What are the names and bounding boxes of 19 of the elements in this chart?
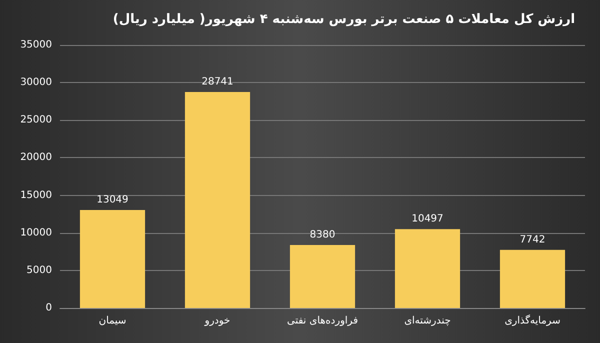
- x-tick-label: چندرشته‌ای: [404, 316, 451, 326]
- x-tick-label: سیمان: [98, 316, 126, 326]
- data-label: 7742: [520, 234, 546, 246]
- chart-title: ارزش کل معاملات ۵ صنعت برتر بورس سه‌شنبه ۴ شهریور( میلیارد ریال): [112, 12, 576, 27]
- y-tick-label: 25000: [20, 114, 52, 126]
- data-label: 10497: [412, 214, 444, 225]
- x-tick-label: خودرو: [204, 316, 230, 326]
- data-label: 28741: [202, 76, 234, 88]
- y-tick-label: 15000: [20, 190, 52, 201]
- y-tick-label: 0: [46, 302, 52, 314]
- data-label: 13049: [96, 194, 128, 206]
- y-tick-label: 30000: [20, 77, 52, 88]
- x-tick-label: فراورده‌های نفتی: [287, 316, 358, 326]
- x-tick-label: سرمایه‌گذاری: [504, 314, 560, 326]
- y-tick-label: 5000: [26, 264, 52, 276]
- y-tick-label: 35000: [20, 40, 52, 50]
- data-label: 8380: [310, 230, 336, 241]
- y-tick-label: 20000: [20, 152, 52, 164]
- y-tick-label: 10000: [20, 227, 52, 238]
